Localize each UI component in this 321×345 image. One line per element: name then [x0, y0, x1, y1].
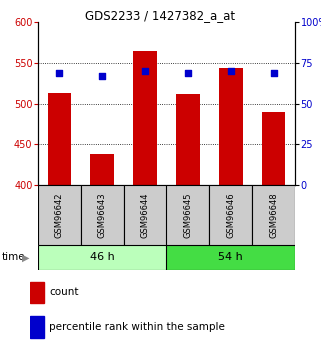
Text: GSM96648: GSM96648	[269, 192, 278, 238]
Bar	[124, 185, 167, 245]
Point	[57, 70, 62, 75]
Text: GSM96643: GSM96643	[98, 192, 107, 238]
Bar	[262, 112, 285, 185]
Text: GSM96645: GSM96645	[183, 192, 192, 238]
Text: GSM96646: GSM96646	[226, 192, 235, 238]
Bar	[252, 185, 295, 245]
Text: time: time	[2, 253, 26, 263]
Text: GSM96642: GSM96642	[55, 192, 64, 238]
Text: percentile rank within the sample: percentile rank within the sample	[49, 322, 225, 332]
Bar	[167, 245, 295, 270]
Text: count: count	[49, 287, 79, 297]
Bar	[38, 185, 81, 245]
Bar	[30, 282, 44, 303]
Bar	[30, 316, 44, 338]
Bar	[91, 154, 114, 185]
Bar	[81, 185, 124, 245]
Point	[143, 68, 148, 74]
Text: 46 h: 46 h	[90, 253, 115, 263]
Text: GSM96644: GSM96644	[141, 192, 150, 238]
Text: GDS2233 / 1427382_a_at: GDS2233 / 1427382_a_at	[85, 9, 236, 22]
Bar	[48, 93, 71, 185]
Text: 54 h: 54 h	[218, 253, 243, 263]
Bar	[133, 50, 157, 185]
Point	[228, 68, 233, 74]
Text: ▶: ▶	[22, 253, 30, 263]
Point	[271, 70, 276, 75]
Bar	[219, 68, 243, 185]
Bar	[209, 185, 252, 245]
Point	[100, 73, 105, 79]
Bar	[176, 94, 200, 185]
Bar	[167, 185, 209, 245]
Bar	[38, 245, 167, 270]
Point	[185, 70, 190, 75]
